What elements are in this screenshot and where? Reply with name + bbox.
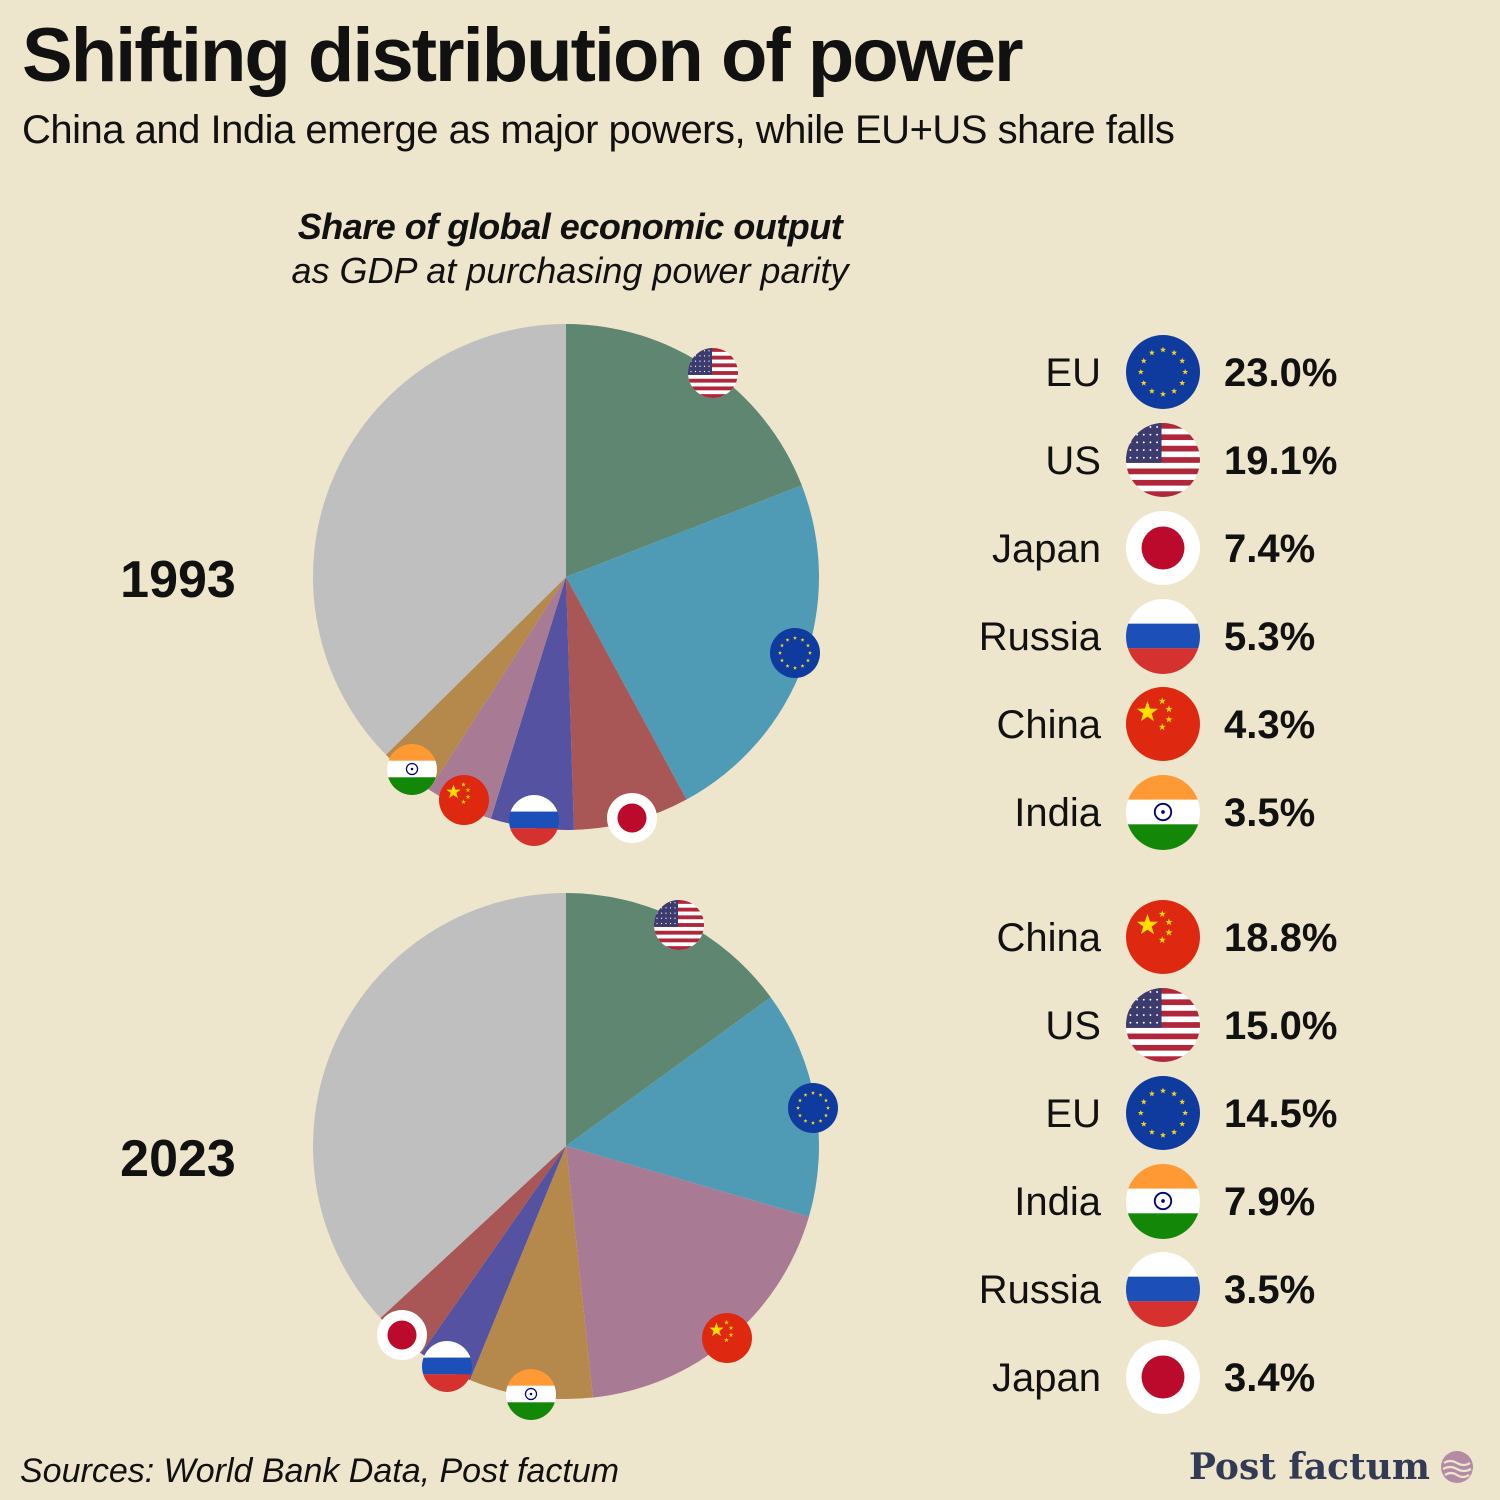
china-flag [439,775,489,825]
legend-value: 3.5% [1224,1268,1315,1312]
chart-heading: Share of global economic output as GDP a… [270,206,870,292]
brand-logo-icon [1441,1451,1473,1483]
legend-item: China 18.8% [996,900,1337,974]
pie-slice-india [385,577,566,790]
legend-name: US [1045,1004,1101,1048]
pie-slice-eu [566,997,819,1217]
legend-value: 14.5% [1224,1092,1337,1136]
pie-slice-japan [380,1146,566,1354]
russia-flag [422,1341,472,1392]
legend-item: Russia 3.5% [979,1252,1315,1327]
china-flag [1126,687,1200,761]
us-flag [1126,423,1200,497]
russia-flag [1126,599,1200,674]
legend-name: Japan [992,1356,1101,1400]
source-note: Sources: World Bank Data, Post factum [20,1452,620,1490]
legend-item: US 19.1% [1045,423,1337,497]
japan-flag [1126,1340,1200,1414]
india-flag [1126,1164,1200,1239]
pie-slice-india [469,1146,593,1400]
pie-slice-rest-of-world [312,324,566,755]
pie-slice-japan [566,577,687,830]
us-flag [688,348,738,398]
brand-name: Post factum [1188,1446,1430,1488]
legend-name: India [1014,791,1101,835]
eu-flag [1126,1076,1200,1150]
eu-flag [770,628,820,678]
year-label: 2023 [120,1130,236,1188]
japan-flag [1126,511,1200,585]
india-flag [387,744,437,795]
legend-value: 3.4% [1224,1356,1315,1400]
legend-value: 7.9% [1224,1180,1315,1224]
legend-item: EU 14.5% [1045,1076,1337,1150]
legend-name: China [996,703,1101,747]
pie-slice-russia [490,577,574,831]
india-flag [506,1369,556,1420]
eu-flag [1126,335,1200,409]
legend-name: EU [1045,1092,1101,1136]
india-flag [1126,775,1200,850]
legend-item: China 4.3% [996,687,1315,761]
us-flag [1126,988,1200,1062]
legend-name: Russia [979,1268,1102,1312]
pie-slice-china [429,577,566,819]
chart-heading-main: Share of global economic output [297,206,843,247]
legend-name: EU [1045,351,1101,395]
legend-item: India 7.9% [1014,1164,1315,1239]
pie-slice-us [566,324,802,577]
legend-name: Russia [979,615,1102,659]
legend-item: India 3.5% [1014,775,1315,850]
pie-slice-eu [566,485,819,800]
legend-name: India [1014,1180,1101,1224]
china-flag [702,1313,752,1363]
legend-item: Russia 5.3% [979,599,1315,674]
legend-value: 19.1% [1224,439,1337,483]
pie-slice-us [566,893,771,1146]
pie-slice-rest-of-world [313,893,566,1319]
legend-item: Japan 3.4% [992,1340,1315,1414]
russia-flag [1126,1252,1200,1327]
legend-name: China [996,916,1101,960]
pie-chart-1993: 1993 EU 23.0% US 19.1% Japan 7.4% Russia 5.3% Chi… [120,324,1337,850]
legend-value: 7.4% [1224,527,1315,571]
legend-value: 4.3% [1224,703,1315,747]
japan-flag [607,793,657,843]
japan-flag [377,1310,427,1360]
legend-name: US [1045,439,1101,483]
legend-value: 5.3% [1224,615,1315,659]
russia-flag [509,795,559,846]
pie-slice-china [566,1146,809,1398]
legend-item: US 15.0% [1045,988,1337,1062]
us-flag [654,900,704,950]
brand: Post factum [1189,1446,1474,1488]
legend-item: EU 23.0% [1045,335,1337,409]
legend-name: Japan [992,527,1101,571]
legend-value: 3.5% [1224,791,1315,835]
page-subtitle: China and India emerge as major powers, … [22,108,1175,152]
pie-slice-russia [421,1146,566,1381]
legend-value: 23.0% [1224,351,1337,395]
china-flag [1126,900,1200,974]
pie-chart-2023: 2023 China 18.8% US 15.0% EU 14.5% India 7.9% Rus… [120,893,1337,1420]
year-label: 1993 [120,551,236,609]
legend-value: 18.8% [1224,916,1337,960]
eu-flag [788,1083,838,1133]
legend-value: 15.0% [1224,1004,1337,1048]
legend-item: Japan 7.4% [992,511,1315,585]
chart-heading-sub: as GDP at purchasing power parity [291,250,849,291]
page-title: Shifting distribution of power [22,13,1024,98]
